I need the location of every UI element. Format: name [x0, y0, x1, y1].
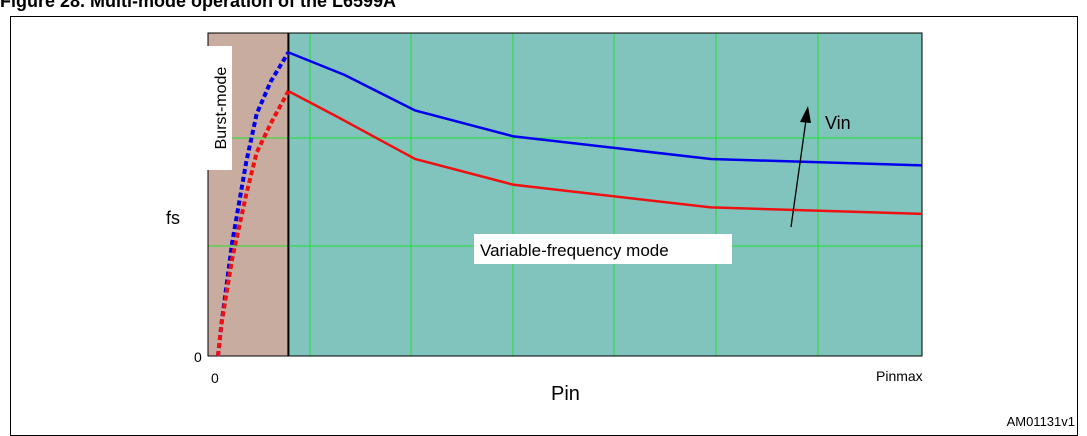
- x-tick-label-end: Pinmax: [876, 368, 923, 384]
- plot-background: [208, 33, 922, 356]
- y-tick-label-origin: 0: [194, 349, 202, 365]
- x-tick-label-origin: 0: [211, 370, 219, 386]
- x-axis-label: Pin: [551, 383, 580, 405]
- y-axis-label: fs: [166, 208, 180, 228]
- figure-code: AM01131v1: [1007, 414, 1075, 428]
- burst-mode-label: Burst-mode: [213, 67, 230, 150]
- vin-annotation: Vin: [825, 113, 851, 133]
- variable-frequency-label: Variable-frequency mode: [480, 241, 669, 260]
